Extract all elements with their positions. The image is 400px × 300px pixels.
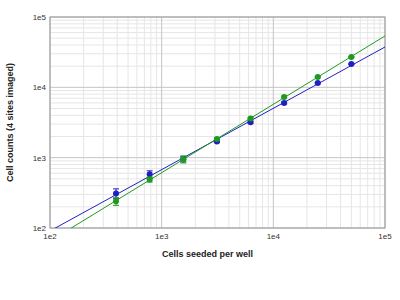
grid-line (50, 87, 385, 88)
minor-grid-line (228, 17, 229, 228)
minor-grid-line (50, 124, 385, 125)
point (348, 61, 354, 67)
minor-grid-line (50, 115, 385, 116)
minor-grid-line (367, 17, 368, 228)
x-tick-label: 1e4 (267, 232, 281, 241)
point (180, 156, 186, 162)
minor-grid-line (50, 102, 385, 103)
minor-grid-line (50, 32, 385, 33)
minor-grid-line (50, 108, 385, 109)
grid-line (50, 157, 385, 158)
error-bar (180, 156, 186, 163)
minor-grid-line (50, 160, 385, 161)
minor-grid-line (256, 17, 257, 228)
minor-grid-line (50, 20, 385, 21)
minor-grid-line (262, 17, 263, 228)
point (315, 74, 321, 80)
point (281, 100, 287, 106)
error-bar (180, 157, 186, 162)
y-tick-label: 1e5 (33, 13, 47, 22)
minor-grid-line (50, 53, 385, 54)
point (315, 80, 321, 86)
minor-grid-line (144, 17, 145, 228)
minor-grid-line (50, 173, 385, 174)
error-bar-cap (113, 205, 119, 206)
minor-grid-line (50, 98, 385, 99)
error-bar-cap (180, 162, 186, 163)
plot-background (50, 17, 385, 228)
x-axis-label: Cells seeded per well (162, 249, 253, 259)
error-bar-cap (113, 197, 119, 198)
fit-line (50, 36, 385, 228)
x-tick-label: 1e2 (43, 232, 57, 241)
error-bar (113, 198, 119, 206)
x-tick-label: 1e5 (378, 232, 392, 241)
minor-grid-line (374, 17, 375, 228)
minor-grid-line (83, 17, 84, 228)
minor-grid-line (156, 17, 157, 228)
minor-grid-line (50, 168, 385, 169)
minor-grid-line (239, 17, 240, 228)
minor-grid-line (103, 17, 104, 228)
error-bar (147, 177, 153, 182)
point (248, 116, 254, 122)
point (348, 54, 354, 60)
grid-line (161, 17, 162, 228)
minor-grid-line (326, 17, 327, 228)
minor-grid-line (340, 17, 341, 228)
minor-grid-line (50, 206, 385, 207)
minor-grid-line (379, 17, 380, 228)
point (214, 136, 220, 142)
plot-frame (50, 17, 385, 228)
x-tick-label: 1e3 (155, 232, 169, 241)
y-axis-label: Cell counts (4 sites imaged) (5, 63, 15, 182)
error-bar-cap (113, 188, 119, 189)
minor-grid-line (50, 23, 385, 24)
minor-grid-line (214, 17, 215, 228)
error-bar-cap (147, 170, 153, 171)
minor-grid-line (50, 90, 385, 91)
minor-grid-line (306, 17, 307, 228)
point (147, 171, 153, 177)
grid (50, 17, 385, 228)
tick-labels: 1e2 1e3 1e4 1e5 1e2 1e3 1e4 1e5 (33, 13, 393, 241)
minor-grid-line (128, 17, 129, 228)
minor-grid-line (50, 178, 385, 179)
grid-line (273, 17, 274, 228)
data (50, 36, 385, 228)
chart: 1e2 1e3 1e4 1e5 1e2 1e3 1e4 1e5 Cells seeded per… (0, 0, 400, 300)
minor-grid-line (268, 17, 269, 228)
y-tick-label: 1e3 (33, 154, 47, 163)
minor-grid-line (50, 164, 385, 165)
error-bar (113, 189, 119, 199)
y-tick-label: 1e4 (33, 83, 47, 92)
minor-grid-line (50, 44, 385, 45)
minor-grid-line (50, 38, 385, 39)
point (180, 156, 186, 162)
minor-grid-line (50, 194, 385, 195)
y-tick-label: 1e2 (33, 224, 47, 233)
minor-grid-line (150, 17, 151, 228)
point (281, 94, 287, 100)
point (113, 190, 119, 196)
minor-grid-line (50, 94, 385, 95)
minor-grid-line (50, 185, 385, 186)
fit-line (50, 47, 385, 228)
minor-grid-line (50, 27, 385, 28)
minor-grid-line (136, 17, 137, 228)
minor-grid-line (195, 17, 196, 228)
point (147, 176, 153, 182)
minor-grid-line (117, 17, 118, 228)
minor-grid-line (360, 17, 361, 228)
minor-grid-line (351, 17, 352, 228)
point (113, 198, 119, 204)
